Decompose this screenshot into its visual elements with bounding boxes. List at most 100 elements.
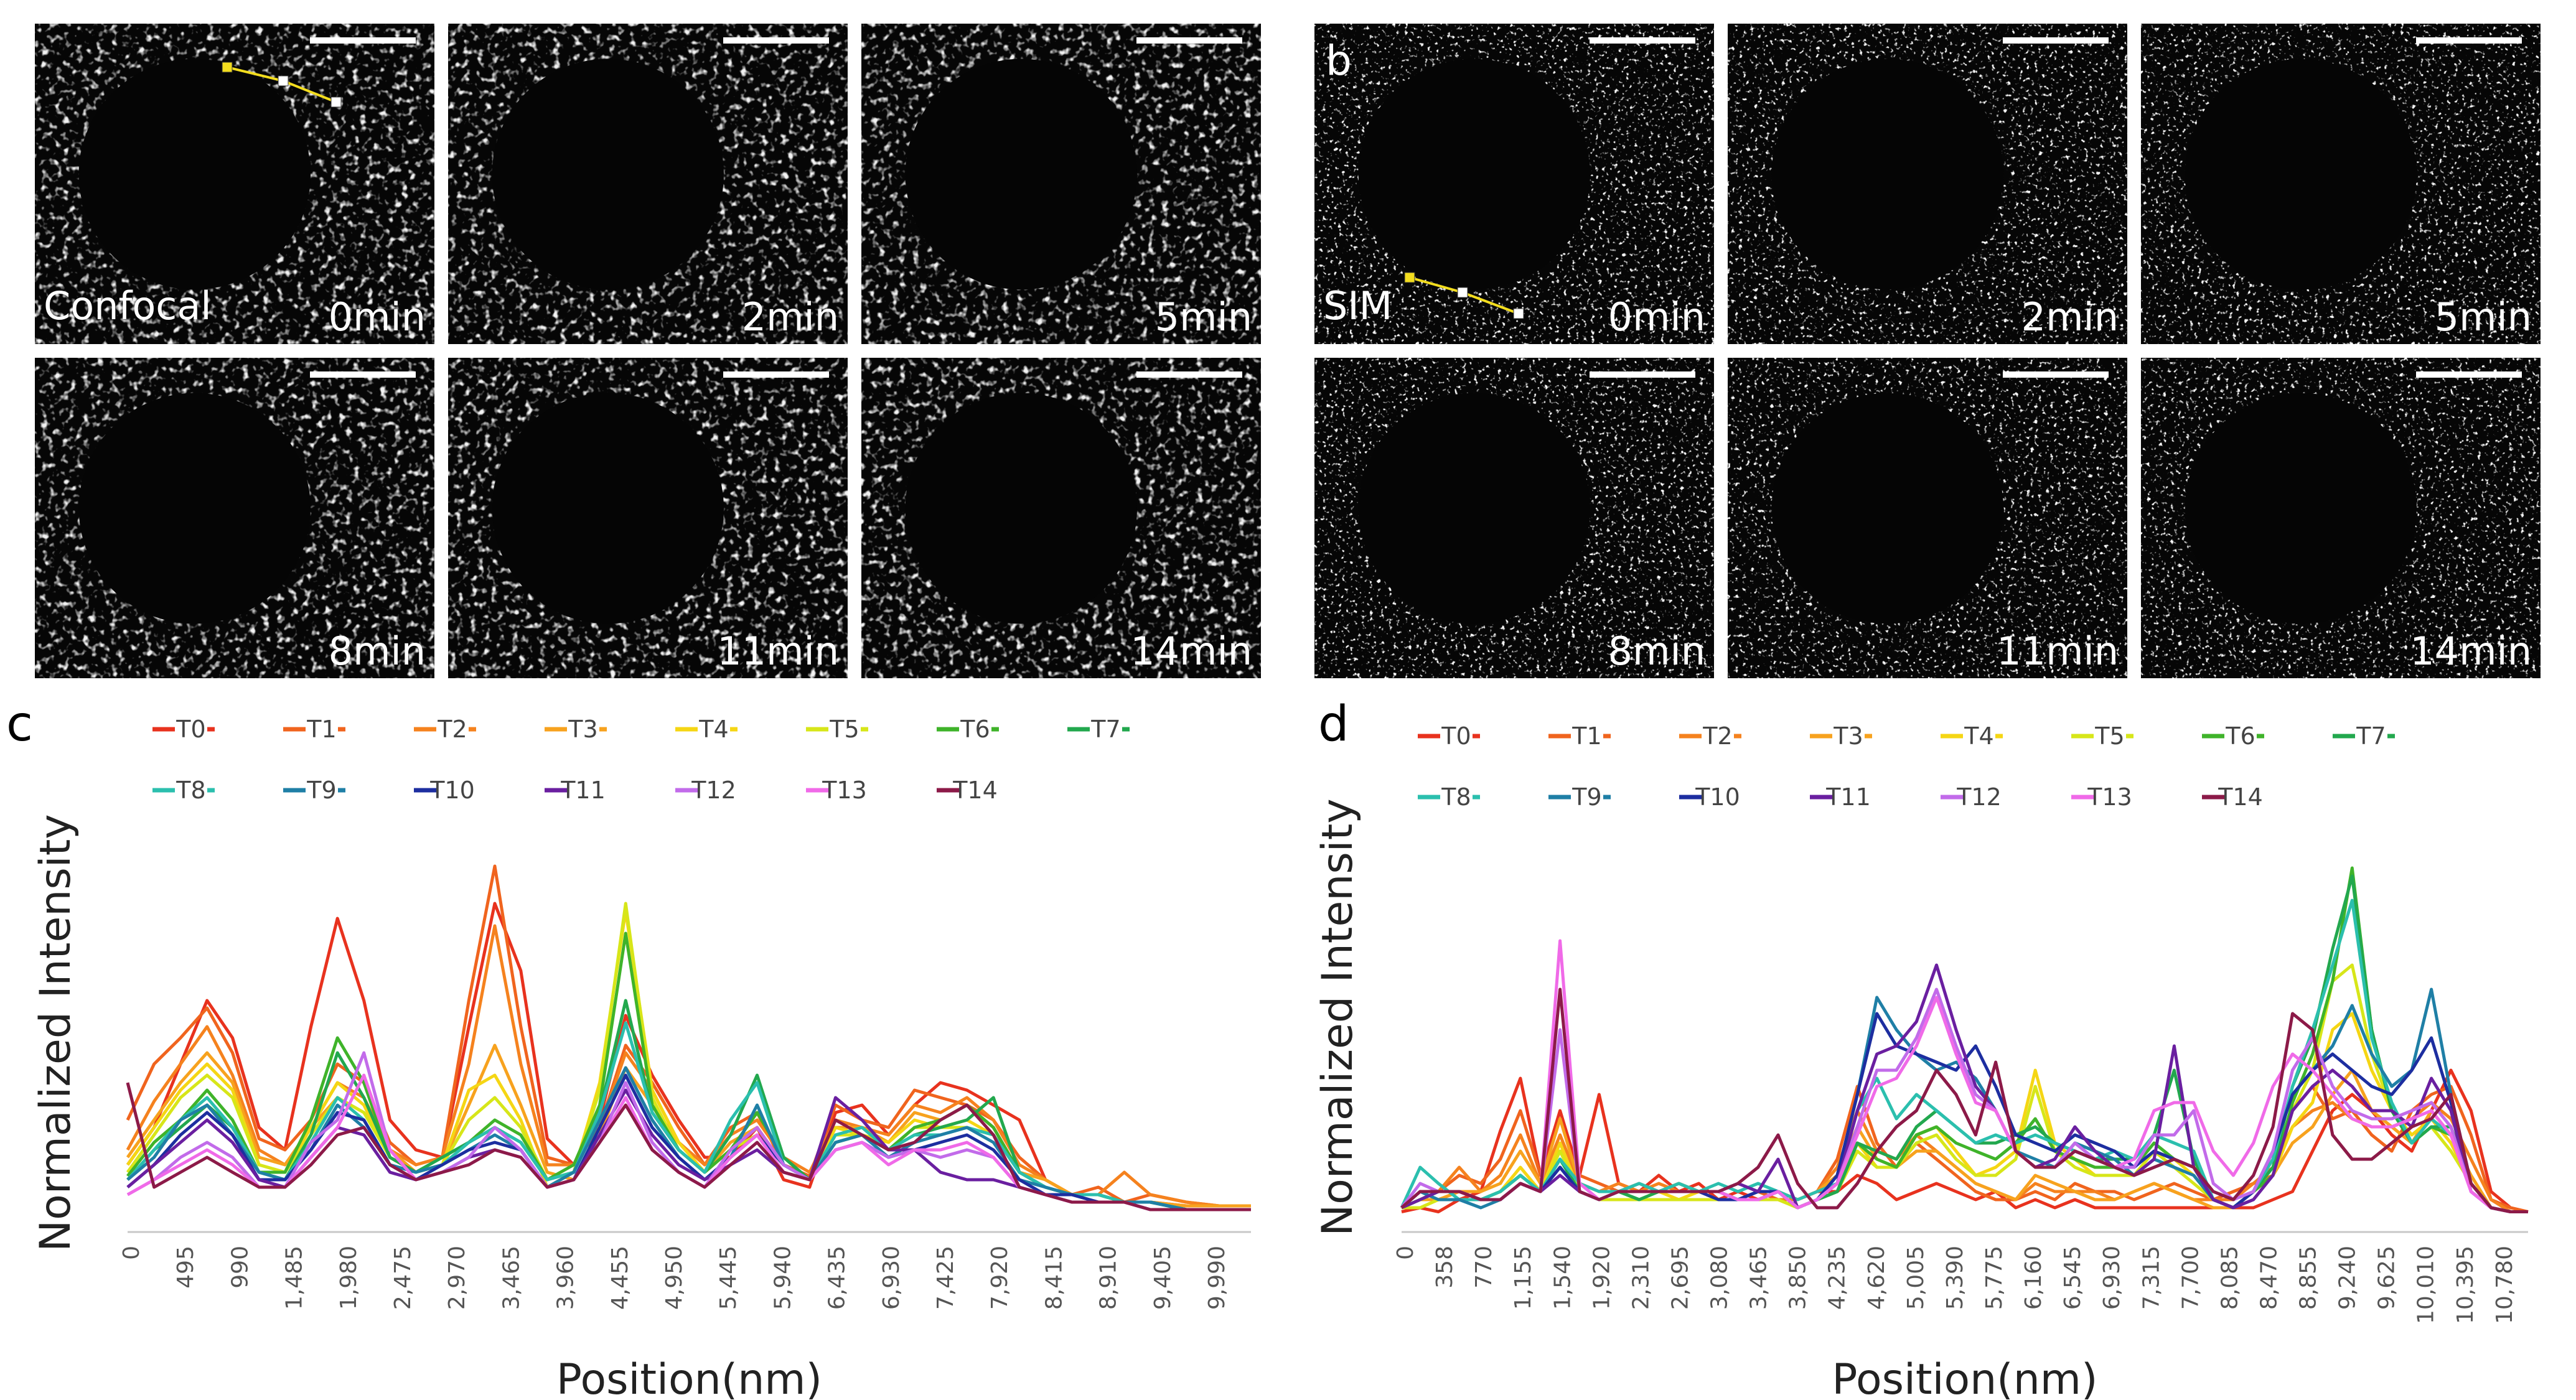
x-tick-label: 5,940 (770, 1246, 795, 1310)
sim-nucleus (1358, 58, 1590, 290)
legend-item-t9: T9 (283, 777, 345, 804)
legend-label: T8 (176, 777, 205, 804)
legend-label-backdrop (1571, 724, 1603, 749)
legend-label: T9 (1571, 783, 1601, 811)
legend-label-backdrop (1702, 785, 1748, 810)
series-line-t3 (126, 1043, 1251, 1208)
profile-line-handle (1404, 272, 1415, 283)
confocal-image-grid: 0min Confocal 2min 5min 8min 11min 14min (35, 24, 1261, 678)
profile-line-handle (1513, 308, 1524, 319)
scale-bar (310, 37, 416, 44)
legend-item-t12: T12 (675, 777, 744, 804)
legend-label: T14 (2218, 783, 2263, 811)
legend-label: T7 (2356, 722, 2386, 750)
x-tick-label: 7,920 (987, 1246, 1013, 1310)
legend-label: T6 (960, 716, 990, 743)
scale-bar (1590, 371, 1695, 378)
legend-label: T1 (1571, 722, 1601, 750)
legend-label: T4 (698, 716, 728, 743)
legend-label-backdrop (1090, 717, 1122, 742)
confocal-time-label: 8min (329, 628, 426, 674)
sim-tile: 2min (1728, 24, 2127, 344)
legend-item-t13: T13 (2071, 783, 2140, 811)
x-tick-label: 6,930 (879, 1246, 904, 1310)
series-line-t0 (1401, 1068, 2529, 1213)
sim-tile: 14min (2141, 358, 2541, 678)
legend-label-backdrop (1702, 724, 1734, 749)
x-tick-label: 495 (173, 1246, 199, 1289)
chart-legend: T0 T1 T2 T3 T4 T5 T6 T7 T8 T9 T10 T11 T12 T13 T14 (1418, 722, 2395, 811)
x-tick-label: 8,470 (2256, 1246, 2282, 1310)
scale-bar (2003, 37, 2109, 44)
confocal-tile: 0min Confocal (35, 24, 434, 344)
x-tick-label: 7,700 (2178, 1246, 2203, 1310)
legend-item-t13: T13 (806, 777, 874, 804)
confocal-nucleus (492, 393, 724, 624)
confocal-tile: 8min (35, 358, 434, 678)
x-tick-label: 10,010 (2414, 1246, 2439, 1324)
confocal-time-label: 5min (1155, 294, 1252, 340)
legend-item-t7: T7 (1067, 716, 1130, 743)
sim-time-label: 8min (1608, 628, 1705, 674)
x-tick-label: 2,970 (444, 1246, 470, 1310)
sim-tile: 5min (2141, 24, 2541, 344)
x-tick-label: 2,310 (1628, 1246, 1654, 1310)
sim-time-label: 2min (2021, 294, 2119, 340)
legend-label-backdrop (1963, 785, 2009, 810)
x-tick-label: 990 (227, 1246, 253, 1289)
series-line-t8 (1400, 898, 2528, 1213)
legend-item-t9: T9 (1548, 783, 1611, 811)
sim-nucleus (2185, 58, 2417, 290)
legend-label: T5 (2094, 722, 2124, 750)
x-tick-label: 4,455 (607, 1246, 633, 1310)
confocal-nucleus (905, 58, 1137, 290)
x-tick-label: 8,855 (2296, 1246, 2321, 1310)
x-tick-label: 9,240 (2335, 1246, 2361, 1310)
x-tick-label: 1,540 (1550, 1246, 1575, 1310)
legend-label: T4 (1964, 722, 1993, 750)
series-line-t14 (1400, 987, 2528, 1213)
legend-label-backdrop (567, 717, 599, 742)
legend-label: T11 (1825, 783, 1871, 811)
scale-bar (2003, 371, 2109, 378)
x-tick-label: 4,950 (662, 1246, 687, 1310)
panel-b-letter: b (1326, 37, 1352, 85)
scale-bar (1136, 37, 1242, 44)
legend-label: T7 (1090, 716, 1120, 743)
legend-label-backdrop (306, 778, 338, 803)
legend-item-t10: T10 (1679, 783, 1748, 811)
sim-nucleus (1358, 393, 1590, 624)
x-tick-label: 5,775 (1982, 1246, 2007, 1310)
legend-label: T12 (1956, 783, 2002, 811)
legend-item-t6: T6 (937, 716, 999, 743)
legend-label-backdrop (175, 717, 207, 742)
legend-label: T8 (1441, 783, 1471, 811)
sim-time-label: 5min (2435, 294, 2532, 340)
x-tick-label: 6,160 (2021, 1246, 2046, 1310)
legend-label: T10 (1695, 783, 1740, 811)
legend-label-backdrop (828, 778, 874, 803)
sim-time-label: 0min (1608, 294, 1705, 340)
series-line-t8 (126, 1021, 1251, 1211)
scale-bar (1590, 37, 1695, 44)
x-tick-label: 7,425 (933, 1246, 958, 1310)
legend-label: T12 (691, 777, 736, 804)
legend-item-t12: T12 (1941, 783, 2009, 811)
legend-label: T3 (1833, 722, 1863, 750)
legend-label-backdrop (959, 778, 1005, 803)
profile-line-handle (278, 75, 289, 86)
confocal-nucleus (492, 58, 724, 290)
x-tick-label: 7,315 (2138, 1246, 2164, 1310)
panel-d-letter: d (1318, 696, 1349, 752)
legend-item-t3: T3 (1810, 722, 1872, 750)
legend-label: T14 (952, 777, 998, 804)
legend-label-backdrop (306, 717, 338, 742)
legend-label: T3 (568, 716, 597, 743)
confocal-time-label: 11min (717, 628, 839, 674)
legend-item-t14: T14 (2202, 783, 2270, 811)
legend-label: T9 (306, 777, 336, 804)
x-axis-title: Position(nm) (1832, 1355, 2097, 1400)
legend-item-t2: T2 (414, 716, 476, 743)
sim-nucleus (1771, 58, 2003, 290)
legend-label: T5 (829, 716, 859, 743)
